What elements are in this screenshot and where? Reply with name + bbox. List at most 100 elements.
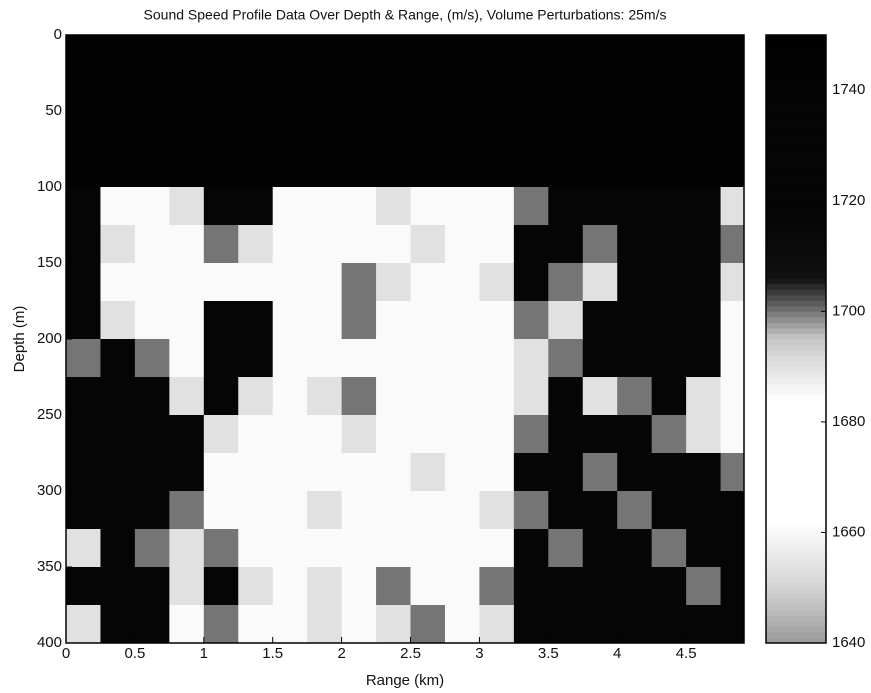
heatmap-cell	[548, 187, 584, 226]
heatmap-cell	[238, 111, 274, 150]
heatmap-cell	[341, 187, 377, 226]
heatmap-cell	[548, 453, 584, 492]
colorbar-segment	[766, 95, 826, 102]
heatmap-cell	[272, 35, 308, 74]
heatmap-cell	[617, 225, 653, 264]
heatmap-cell	[686, 415, 722, 454]
heatmap-cell	[203, 529, 239, 568]
heatmap-cell	[651, 35, 687, 74]
heatmap-cell	[410, 605, 446, 643]
colorbar-segment	[766, 206, 826, 213]
heatmap-cell	[376, 377, 412, 416]
colorbar-segment	[766, 471, 826, 478]
heatmap-cell	[513, 225, 549, 264]
colorbar-segment	[766, 333, 826, 340]
heatmap-cell	[444, 605, 480, 643]
heatmap-cell	[444, 529, 480, 568]
heatmap-cell	[169, 529, 205, 568]
heatmap-cell	[203, 187, 239, 226]
heatmap-cell	[513, 111, 549, 150]
colorbar-segment	[766, 537, 826, 545]
colorbar-segment	[766, 455, 826, 462]
heatmap-cell	[479, 301, 515, 340]
heatmap-cell	[444, 415, 480, 454]
heatmap-cell	[203, 35, 239, 74]
heatmap-cell	[341, 605, 377, 643]
colorbar-segment	[766, 355, 826, 362]
colorbar-segment	[766, 532, 826, 539]
heatmap-cell	[134, 415, 170, 454]
heatmap-cell	[341, 415, 377, 454]
heatmap-cell	[582, 529, 618, 568]
colorbar-segment	[766, 46, 826, 53]
colorbar-segment	[766, 499, 826, 506]
colorbar-segment	[766, 316, 826, 323]
colorbar-segment	[766, 515, 826, 522]
heatmap-cell	[341, 567, 377, 606]
heatmap-cell	[376, 339, 412, 378]
heatmap-cell	[410, 453, 446, 492]
colorbar-segment	[766, 615, 826, 622]
heatmap-cell	[169, 377, 205, 416]
heatmap-cell	[238, 529, 274, 568]
heatmap-cell	[376, 111, 412, 150]
heatmap-cell	[444, 73, 480, 112]
heatmap-cell	[169, 35, 205, 74]
colorbar-segment	[766, 267, 826, 274]
heatmap-cell	[307, 187, 343, 226]
heatmap-cell	[341, 73, 377, 112]
colorbar-segment	[766, 112, 826, 119]
heatmap-cell	[169, 73, 205, 112]
colorbar-segment	[766, 482, 826, 489]
heatmap-cell	[444, 377, 480, 416]
heatmap-cell	[651, 73, 687, 112]
heatmap-cell	[686, 339, 722, 378]
heatmap-cell	[272, 149, 308, 188]
heatmap-cell	[100, 149, 136, 188]
heatmap-cell	[238, 567, 274, 606]
colorbar-segment	[766, 327, 826, 334]
heatmap-cell	[410, 111, 446, 150]
colorbar-tick-label: 1680	[832, 413, 865, 430]
heatmap-cell	[479, 149, 515, 188]
heatmap-cell	[272, 415, 308, 454]
colorbar-segment	[766, 134, 826, 141]
colorbar-segment	[766, 156, 826, 163]
heatmap-cell	[582, 605, 618, 643]
heatmap-cell	[66, 377, 101, 416]
x-tick-label: 1.5	[262, 645, 283, 662]
colorbar-segment	[766, 631, 826, 638]
heatmap-cell	[513, 567, 549, 606]
colorbar-segment	[766, 272, 826, 279]
colorbar-segment	[766, 178, 826, 185]
colorbar-segment	[766, 79, 826, 86]
heatmap-cell	[513, 263, 549, 302]
heatmap-cell	[66, 187, 101, 226]
heatmap-cell	[617, 111, 653, 150]
heatmap-cell	[307, 377, 343, 416]
heatmap-cell	[376, 35, 412, 74]
heatmap-cell	[238, 453, 274, 492]
colorbar-segment	[766, 167, 826, 174]
colorbar-segment	[766, 239, 826, 246]
heatmap-cell	[341, 377, 377, 416]
colorbar-segment	[766, 526, 826, 533]
colorbar-segment	[766, 438, 826, 445]
heatmap-cell	[341, 149, 377, 188]
heatmap-cell	[203, 377, 239, 416]
heatmap-cell	[479, 605, 515, 643]
colorbar-segment	[766, 521, 826, 528]
heatmap-cell	[479, 567, 515, 606]
heatmap-cell	[272, 187, 308, 226]
heatmap-cell	[548, 377, 584, 416]
heatmap-cell	[341, 529, 377, 568]
colorbar-segment	[766, 388, 826, 395]
colorbar-segment	[766, 311, 826, 318]
colorbar-segment	[766, 609, 826, 616]
heatmap-cell	[720, 225, 744, 264]
colorbar-segment	[766, 90, 826, 97]
heatmap-cell	[272, 529, 308, 568]
heatmap-cell	[686, 35, 722, 74]
heatmap-cell	[272, 377, 308, 416]
y-tick-label: 150	[37, 254, 62, 271]
